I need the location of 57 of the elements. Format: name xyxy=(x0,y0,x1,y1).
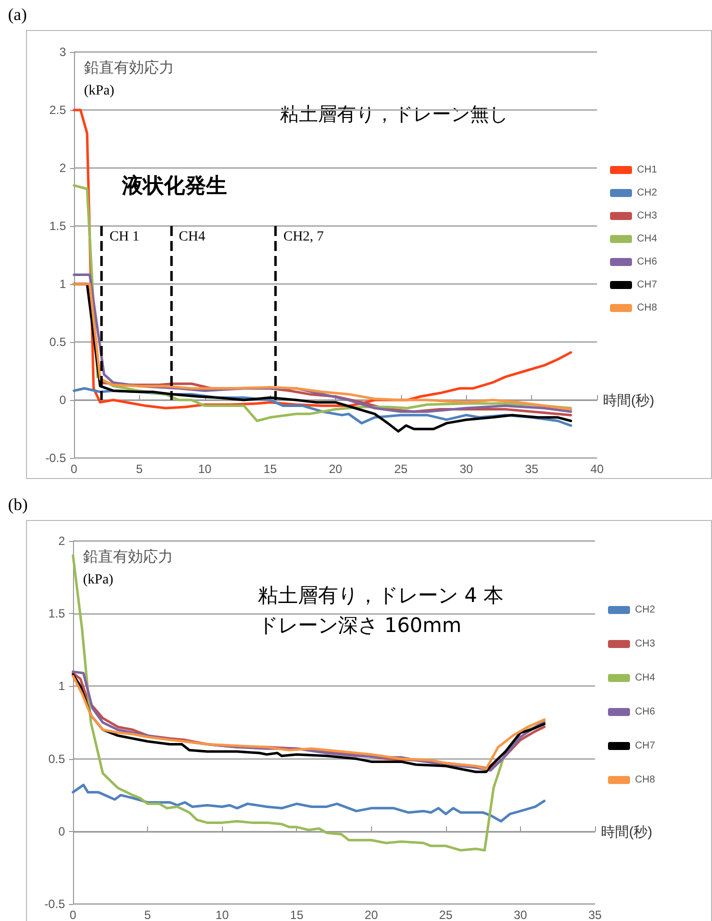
x-axis-title: 時間(秒) xyxy=(603,392,654,408)
y-axis-title: 鉛直有効応力 (kPa) xyxy=(83,548,173,588)
annotation: ドレーン深さ 160mm xyxy=(258,613,462,637)
legend-label: CH7 xyxy=(637,280,658,290)
annotation: CH 1 xyxy=(109,230,140,244)
legend-label: CH4 xyxy=(637,234,658,244)
line-series xyxy=(72,784,546,822)
x-tick-label: 40 xyxy=(590,462,604,476)
y-tick-label: 1.5 xyxy=(48,606,66,621)
legend-label: CH8 xyxy=(635,774,656,786)
x-tick-label: 0 xyxy=(70,462,78,476)
x-tick-label: 10 xyxy=(198,462,212,476)
legend-label: CH3 xyxy=(635,638,656,650)
y-tick-label: 1 xyxy=(58,679,66,694)
x-tick-label: 15 xyxy=(290,908,304,921)
y-tick-label: -0.5 xyxy=(44,897,66,911)
legend-label: CH4 xyxy=(635,672,656,684)
y-tick-label: 0 xyxy=(59,393,66,407)
x-tick-label: 25 xyxy=(394,462,408,476)
legend-label: CH7 xyxy=(635,740,656,752)
y-axis-title: 鉛直有効応力 (kPa) xyxy=(84,58,174,98)
x-tick-label: 35 xyxy=(588,908,602,921)
x-tick-label: 0 xyxy=(70,908,77,921)
x-tick-label: 25 xyxy=(439,908,453,921)
y-tick-label: 3 xyxy=(59,45,66,59)
y-tick-label: 2 xyxy=(58,534,66,548)
x-tick-label: 5 xyxy=(144,908,152,921)
legend-label: CH8 xyxy=(637,302,658,314)
legend-label: CH2 xyxy=(637,188,658,198)
chart-title: (a) xyxy=(8,5,27,24)
annotation: 粘土層有り，ドレーン 4 本 xyxy=(258,583,504,607)
y-tick-label: 0 xyxy=(58,824,66,838)
x-tick-label: 20 xyxy=(328,462,342,476)
y-tick-label: -0.5 xyxy=(45,451,66,465)
x-tick-label: 15 xyxy=(263,462,278,476)
x-tick-label: 20 xyxy=(364,908,378,921)
x-tick-label: 10 xyxy=(215,908,230,921)
legend-label: CH3 xyxy=(637,210,658,222)
x-tick-label: 35 xyxy=(524,462,539,476)
x-tick-label: 30 xyxy=(514,908,528,921)
annotation: CH4 xyxy=(178,230,206,244)
annotation: CH2, 7 xyxy=(283,230,324,244)
annotation: 液状化発生 xyxy=(121,174,227,198)
y-tick-label: 0.5 xyxy=(49,335,66,349)
y-tick-label: 2 xyxy=(59,161,66,175)
legend-label: CH2 xyxy=(635,604,656,616)
chart-title: (b) xyxy=(8,495,28,514)
legend-label: CH6 xyxy=(635,706,656,718)
legend-label: CH6 xyxy=(637,256,658,268)
x-tick-label: 5 xyxy=(136,462,144,476)
legend-label: CH1 xyxy=(637,164,658,176)
x-tick-label: 30 xyxy=(460,462,474,476)
y-tick-label: 0.5 xyxy=(48,752,66,766)
y-tick-label: 1 xyxy=(59,277,66,291)
y-tick-label: 1.5 xyxy=(49,219,66,233)
x-axis-title: 時間(秒) xyxy=(601,823,652,840)
y-tick-label: 2.5 xyxy=(49,103,66,117)
